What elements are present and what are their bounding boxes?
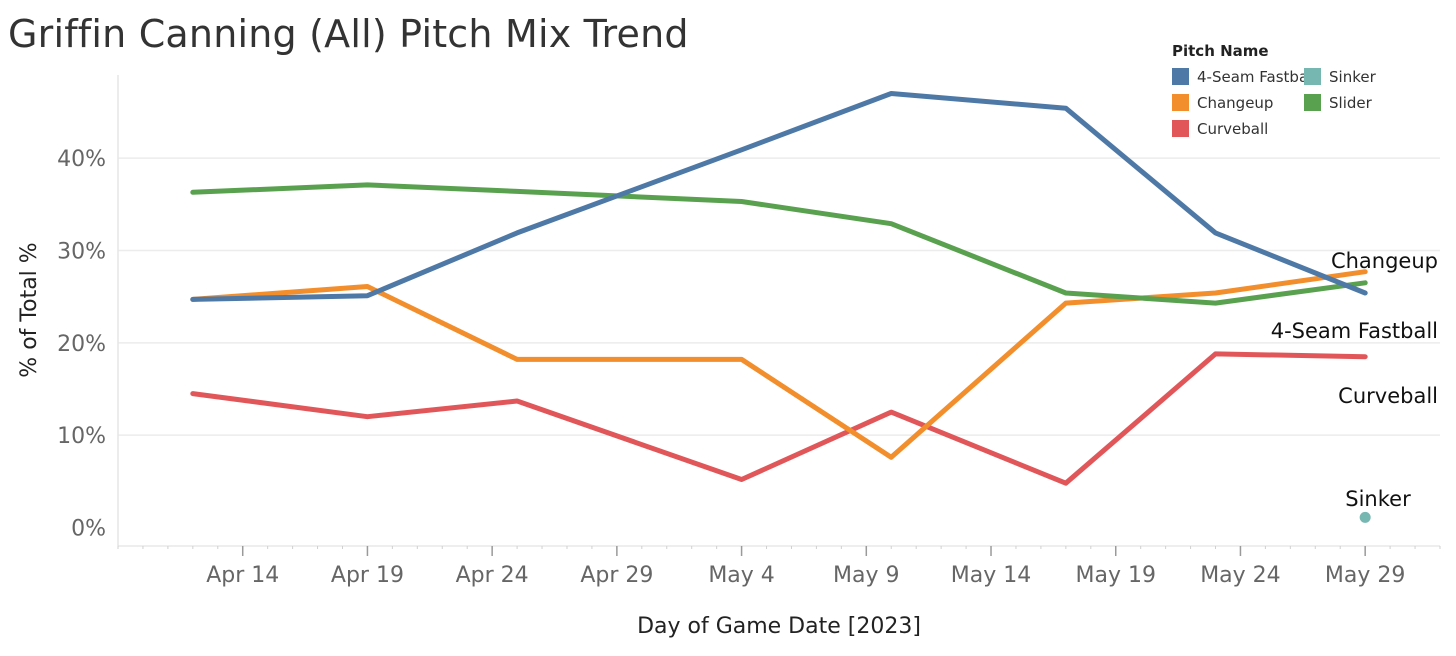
legend-label: Sinker (1329, 67, 1376, 86)
series-line-changeup (190, 269, 1368, 460)
gridlines (118, 157, 1440, 436)
chart-title: Griffin Canning (All) Pitch Mix Trend (8, 12, 689, 56)
y-tick-label: 40% (57, 147, 106, 172)
x-axis-ticks: Apr 14 Apr 19 Apr 24 Apr 29 May 4 May 9 May 14… (206, 546, 1405, 588)
x-tick-label: May 19 (1075, 563, 1155, 588)
end-label-changeup: Changeup (1331, 249, 1438, 273)
series-end-labels: 4-Seam Fastball Changeup Curveball Sinker (1271, 249, 1438, 511)
end-label-4-seam-fastball: 4-Seam Fastball (1271, 319, 1438, 343)
legend-swatch (1172, 68, 1189, 85)
end-label-curveball: Curveball (1338, 384, 1438, 408)
end-label-sinker: Sinker (1345, 487, 1411, 511)
x-tick-label: Apr 19 (331, 563, 404, 588)
legend-swatch (1304, 68, 1321, 85)
x-tick-label: Apr 24 (456, 563, 529, 588)
legend-items: 4-Seam Fastball Sinker Changeup Slider Curve… (1172, 66, 1442, 139)
x-tick-label: Apr 14 (206, 563, 279, 588)
legend-label: 4-Seam Fastball (1197, 67, 1317, 86)
y-tick-label: 0% (71, 517, 106, 542)
x-tick-label: May 14 (951, 563, 1031, 588)
legend-label: Slider (1329, 93, 1372, 112)
legend-item[interactable]: Changeup (1172, 92, 1304, 113)
x-tick-label: May 9 (833, 563, 899, 588)
series-line-slider (190, 182, 1368, 306)
legend-label: Curveball (1197, 119, 1269, 138)
x-tick-label: May 4 (708, 563, 774, 588)
series-lines (190, 91, 1371, 523)
y-tick-label: 20% (57, 332, 106, 357)
y-axis-ticks: 0% 10% 20% 30% 40% (57, 147, 106, 541)
x-tick-label: Apr 29 (580, 563, 653, 588)
y-tick-label: 10% (57, 424, 106, 449)
legend-item[interactable]: 4-Seam Fastball (1172, 66, 1316, 87)
x-axis-title: Day of Game Date [2023] (637, 614, 921, 639)
legend-swatch (1172, 94, 1189, 111)
legend: Pitch Name 4-Seam Fastball Sinker Changeup… (1172, 42, 1442, 139)
legend-swatch (1304, 94, 1321, 111)
series-point-sinker (1359, 511, 1371, 523)
series-line-curveball (190, 351, 1368, 486)
x-tick-label: May 29 (1325, 563, 1405, 588)
y-axis-title: % of Total % (17, 242, 42, 377)
y-tick-label: 30% (57, 239, 106, 264)
series-line-4-seam-fastball (190, 91, 1368, 302)
legend-title: Pitch Name (1172, 42, 1269, 60)
legend-label: Changeup (1197, 93, 1274, 112)
legend-item[interactable]: Curveball (1172, 118, 1304, 139)
legend-item[interactable]: Sinker (1304, 66, 1424, 87)
axes (117, 75, 1441, 549)
legend-item[interactable]: Slider (1304, 92, 1424, 113)
legend-swatch (1172, 120, 1189, 137)
x-tick-label: May 24 (1200, 563, 1280, 588)
